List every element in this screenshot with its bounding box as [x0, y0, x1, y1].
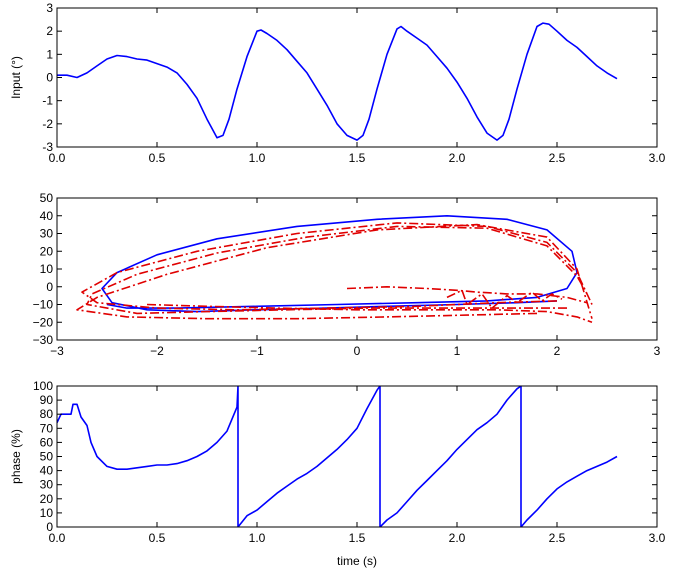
input-angle-ytick-label: 2 — [46, 24, 53, 38]
phase-percent-xtick-label: 1.5 — [349, 531, 366, 545]
phase-portrait-xtick-label: −2 — [150, 344, 164, 358]
input-angle-ytick-label: 0 — [46, 71, 53, 85]
phase-portrait-xtick-label: 1 — [454, 344, 461, 358]
input-angle-xtick-label: 0.5 — [149, 151, 166, 165]
phase-portrait-xtick-label: 3 — [654, 344, 661, 358]
phase-portrait-axes-frame — [56, 197, 658, 341]
phase-percent-ytick-label: 70 — [40, 421, 54, 435]
phase-portrait-ytick-label: 40 — [40, 209, 54, 223]
phase-percent-xtick-label: 2.5 — [549, 531, 566, 545]
phase-percent-ytick-label: 100 — [33, 379, 53, 393]
input-angle-ytick-label: -2 — [42, 117, 53, 131]
phase-percent-xtick-label: 0.0 — [49, 531, 66, 545]
input-angle-axes-frame — [56, 7, 658, 148]
phase-portrait-ytick-label: 20 — [40, 244, 54, 258]
input-angle-ytick-label: 3 — [46, 1, 53, 15]
phase-portrait-series-6 — [446, 289, 563, 309]
phase-percent-ytick-label: 10 — [40, 506, 54, 520]
phase-percent-ytick-label: 0 — [46, 520, 53, 534]
phase-portrait-ytick-label: 10 — [40, 262, 54, 276]
phase-percent-xtick-label: 3.0 — [649, 531, 666, 545]
input-angle-xtick-label: 1.5 — [349, 151, 366, 165]
phase-percent-ytick-label: 40 — [40, 464, 54, 478]
phase-percent-ytick-label: 80 — [40, 407, 54, 421]
phase-percent-ylabel: phase (%) — [9, 429, 23, 484]
phase-percent-xtick-label: 2.0 — [449, 531, 466, 545]
phase-portrait-ytick-label: 50 — [40, 191, 54, 205]
phase-percent-ytick-label: 90 — [40, 393, 54, 407]
input-angle-xtick-label: 2.5 — [549, 151, 566, 165]
phase-portrait-series-1 — [86, 225, 588, 315]
input-angle-series-0 — [57, 22, 618, 141]
phase-percent-ytick-label: 30 — [40, 478, 54, 492]
phase-portrait-series-4 — [146, 303, 593, 324]
phase-portrait-ytick-label: 0 — [46, 280, 53, 294]
phase-portrait-xtick-label: −3 — [50, 344, 64, 358]
input-angle-xtick-label: 1.0 — [249, 151, 266, 165]
phase-portrait-ytick-label: −10 — [33, 298, 54, 312]
input-angle-xtick-label: 3.0 — [649, 151, 666, 165]
phase-percent-panel: 0.0 0.5 1.0 1.5 2.0 2.5 3.01009080706050403020… — [9, 379, 666, 568]
phase-percent-ytick-label: 50 — [40, 450, 54, 464]
input-angle-panel: 0.0 0.5 1.0 1.5 2.0 2.5 3.0 3 2 1 0 -1 -2 -3 Input (°) — [9, 1, 666, 165]
phase-portrait-xtick-label: 2 — [554, 344, 561, 358]
input-angle-ytick-label: -3 — [42, 140, 53, 154]
input-angle-xtick-label: 0.0 — [49, 151, 66, 165]
phase-portrait-series-2 — [81, 222, 593, 311]
phase-percent-xtick-label: 1.0 — [249, 531, 266, 545]
input-angle-ytick-label: -1 — [42, 94, 53, 108]
phase-portrait-ytick-label: −30 — [33, 333, 54, 347]
phase-percent-ytick-label: 20 — [40, 492, 54, 506]
phase-portrait-xtick-label: −1 — [250, 344, 264, 358]
input-angle-xtick-label: 2.0 — [449, 151, 466, 165]
input-angle-ylabel: Input (°) — [9, 56, 23, 99]
phase-portrait-series-3 — [76, 223, 593, 320]
phase-portrait-ytick-label: 30 — [40, 227, 54, 241]
phase-percent-xtick-label: 0.5 — [149, 531, 166, 545]
phase-percent-xlabel: time (s) — [337, 554, 377, 568]
input-angle-ytick-label: 1 — [46, 47, 53, 61]
phase-percent-series-0 — [57, 386, 618, 527]
phase-percent-axes-frame — [56, 385, 658, 528]
phase-portrait-ytick-label: −20 — [33, 315, 54, 329]
phase-portrait-xtick-label: 0 — [354, 344, 361, 358]
phase-percent-ytick-label: 60 — [40, 435, 54, 449]
